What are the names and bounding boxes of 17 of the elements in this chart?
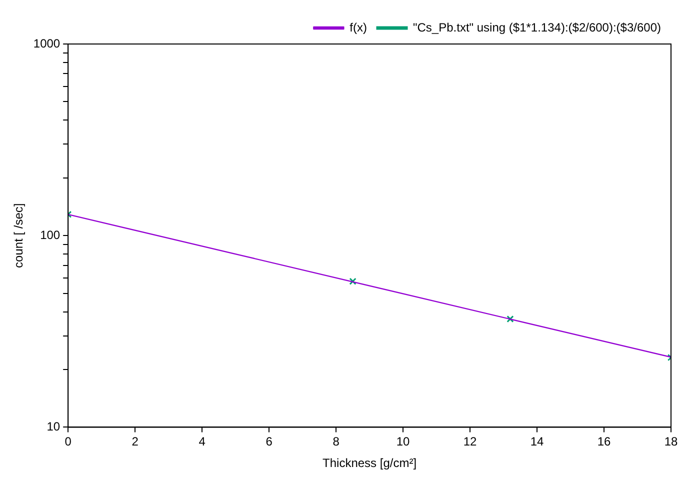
y-axis-title: count [ /sec] (12, 203, 26, 268)
y-tick-label: 100 (40, 228, 60, 242)
x-tick-label: 0 (64, 434, 72, 449)
x-tick-label: 6 (266, 434, 273, 449)
x-tick-label: 14 (530, 434, 544, 449)
x-tick-label: 10 (396, 434, 410, 449)
x-tick-label: 8 (332, 434, 340, 449)
x-tick-label: 2 (132, 434, 139, 449)
legend-label: "Cs_Pb.txt" using ($1*1.134):($2/600):($3/600) (413, 20, 662, 34)
y-tick-label: 1000 (33, 36, 60, 50)
legend-label: f(x) (350, 20, 368, 34)
x-tick-label: 16 (597, 434, 612, 449)
x-tick-label: 4 (198, 434, 206, 449)
x-tick-label: 12 (463, 434, 478, 449)
x-tick-label: 18 (664, 434, 678, 449)
y-tick-label: 10 (46, 420, 60, 434)
x-axis-title: Thickness [g/cm²] (322, 456, 417, 470)
